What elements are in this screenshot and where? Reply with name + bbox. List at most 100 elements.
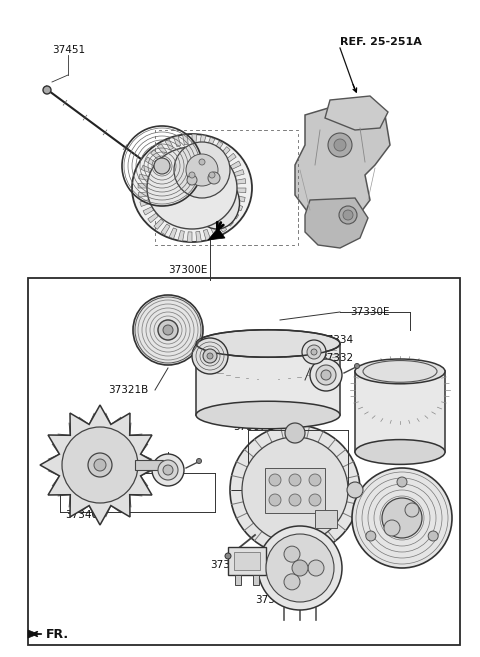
- Ellipse shape: [196, 401, 340, 429]
- Circle shape: [88, 453, 112, 477]
- Circle shape: [192, 338, 228, 374]
- Circle shape: [43, 86, 51, 94]
- Polygon shape: [161, 224, 170, 235]
- Ellipse shape: [147, 147, 237, 229]
- Polygon shape: [214, 141, 223, 152]
- Circle shape: [203, 349, 217, 363]
- Polygon shape: [192, 134, 197, 144]
- Circle shape: [339, 206, 357, 224]
- Circle shape: [334, 139, 346, 151]
- Polygon shape: [143, 206, 154, 215]
- Circle shape: [269, 474, 281, 486]
- Polygon shape: [151, 150, 161, 160]
- Polygon shape: [140, 199, 151, 206]
- Circle shape: [62, 427, 138, 503]
- Polygon shape: [235, 196, 245, 202]
- Circle shape: [321, 370, 331, 380]
- Polygon shape: [204, 229, 210, 240]
- Text: 37300E: 37300E: [168, 265, 207, 275]
- Ellipse shape: [355, 440, 445, 464]
- Circle shape: [308, 560, 324, 576]
- Circle shape: [284, 546, 300, 562]
- Ellipse shape: [194, 177, 240, 229]
- Text: 37340: 37340: [65, 510, 98, 520]
- Text: 37342: 37342: [148, 463, 181, 473]
- Circle shape: [163, 465, 173, 475]
- Circle shape: [258, 526, 342, 610]
- Circle shape: [355, 363, 360, 369]
- Ellipse shape: [355, 359, 445, 384]
- Circle shape: [230, 425, 360, 555]
- Circle shape: [289, 494, 301, 506]
- Circle shape: [309, 494, 321, 506]
- Polygon shape: [217, 221, 227, 232]
- Circle shape: [366, 531, 376, 541]
- Polygon shape: [154, 219, 164, 229]
- Polygon shape: [220, 147, 230, 157]
- Circle shape: [186, 154, 218, 186]
- Circle shape: [316, 365, 336, 385]
- Circle shape: [266, 534, 334, 602]
- Circle shape: [207, 353, 213, 359]
- Polygon shape: [226, 153, 236, 163]
- Circle shape: [242, 437, 348, 543]
- Text: 37390B: 37390B: [376, 485, 416, 495]
- Circle shape: [158, 460, 178, 480]
- Bar: [315, 510, 337, 528]
- Circle shape: [163, 325, 173, 335]
- Text: 37330E: 37330E: [350, 307, 389, 317]
- Polygon shape: [138, 183, 148, 188]
- Circle shape: [309, 474, 321, 486]
- Circle shape: [189, 172, 195, 178]
- Bar: [196, 344, 340, 415]
- Circle shape: [158, 320, 178, 340]
- Circle shape: [307, 345, 321, 359]
- Circle shape: [269, 494, 281, 506]
- Polygon shape: [138, 192, 149, 197]
- Circle shape: [285, 423, 305, 443]
- Circle shape: [152, 454, 184, 486]
- Text: 37332: 37332: [320, 353, 353, 363]
- Circle shape: [174, 142, 230, 198]
- Text: 37367C: 37367C: [233, 422, 274, 432]
- Circle shape: [397, 477, 407, 487]
- Circle shape: [199, 159, 205, 165]
- Bar: [234, 552, 260, 570]
- Circle shape: [347, 482, 363, 498]
- Circle shape: [94, 459, 106, 471]
- Text: REF. 25-251A: REF. 25-251A: [340, 37, 422, 47]
- Bar: [235, 575, 241, 585]
- Polygon shape: [157, 144, 167, 154]
- Polygon shape: [208, 228, 225, 240]
- Polygon shape: [178, 231, 184, 241]
- Polygon shape: [174, 136, 180, 147]
- Polygon shape: [207, 137, 215, 148]
- Circle shape: [352, 468, 452, 568]
- Bar: [253, 575, 259, 585]
- Circle shape: [225, 553, 231, 559]
- Ellipse shape: [196, 330, 340, 357]
- Circle shape: [310, 359, 342, 391]
- Circle shape: [302, 340, 326, 364]
- Circle shape: [154, 158, 170, 174]
- Circle shape: [133, 295, 203, 365]
- Circle shape: [405, 503, 419, 517]
- Text: 37321B: 37321B: [108, 385, 148, 395]
- Circle shape: [187, 175, 197, 185]
- Text: 37334: 37334: [320, 335, 353, 345]
- Polygon shape: [223, 216, 233, 226]
- Circle shape: [284, 574, 300, 590]
- Bar: [355, 371, 445, 452]
- Text: 37370B: 37370B: [255, 595, 295, 605]
- Polygon shape: [325, 96, 388, 130]
- Text: FR.: FR.: [46, 627, 69, 641]
- Polygon shape: [200, 135, 206, 145]
- Bar: [228, 547, 266, 575]
- Polygon shape: [145, 157, 156, 166]
- Polygon shape: [230, 161, 241, 170]
- Polygon shape: [196, 231, 202, 242]
- Polygon shape: [235, 179, 246, 184]
- Polygon shape: [28, 630, 38, 638]
- Polygon shape: [232, 203, 243, 211]
- Circle shape: [343, 210, 353, 220]
